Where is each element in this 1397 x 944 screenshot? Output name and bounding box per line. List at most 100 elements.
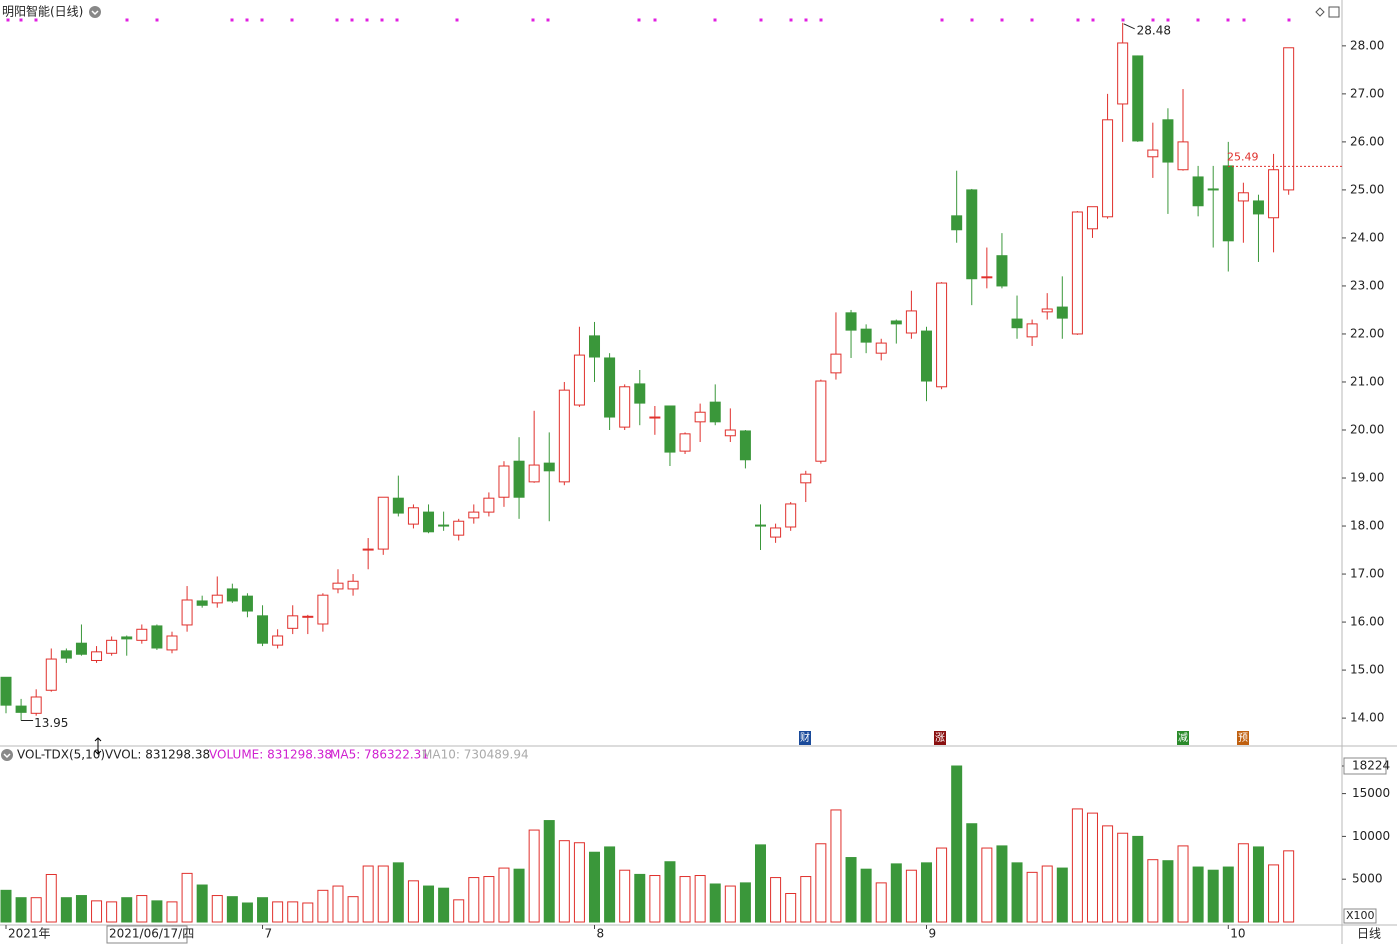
event-dot xyxy=(290,18,294,22)
event-dot xyxy=(350,18,354,22)
x-tick-label: 7 xyxy=(265,927,273,941)
event-label: 财 xyxy=(800,731,810,744)
volume-bar xyxy=(1192,866,1204,923)
candle-body xyxy=(1041,308,1053,313)
volume-bar xyxy=(1222,866,1234,923)
volume-bar xyxy=(377,865,389,923)
candle-body xyxy=(1222,165,1234,242)
candle-body xyxy=(30,696,42,714)
candle-body xyxy=(815,380,827,462)
event-badge xyxy=(934,731,946,745)
candle-body xyxy=(0,676,12,706)
y-tick-label: 26.00 xyxy=(1350,134,1384,148)
event-dot xyxy=(1226,18,1230,22)
volume-bar xyxy=(317,889,329,923)
volume-bar xyxy=(30,897,42,923)
volume-bar xyxy=(1026,871,1038,923)
volume-bar xyxy=(91,900,103,923)
candle-body xyxy=(573,354,585,406)
candle-body xyxy=(1177,141,1189,171)
candle-body xyxy=(332,582,344,590)
volume-bar xyxy=(181,872,193,923)
diamond-button[interactable] xyxy=(1315,7,1325,17)
candle-body xyxy=(438,524,450,527)
candle-body xyxy=(211,594,223,604)
high-pointer xyxy=(1123,23,1135,30)
volume-bar xyxy=(423,885,435,923)
volume-bar xyxy=(981,847,993,923)
candle-body xyxy=(528,464,540,483)
candle-body xyxy=(75,642,87,655)
x-tick-label: 9 xyxy=(928,927,936,941)
volume-bar xyxy=(106,901,118,923)
candle-body xyxy=(226,588,238,602)
candle-body xyxy=(634,383,646,404)
volume-bar xyxy=(287,901,299,923)
candle-body xyxy=(377,496,389,550)
candle-body xyxy=(875,342,887,354)
volume-bar xyxy=(45,873,57,923)
indicator-value: MA10: 730489.94 xyxy=(422,748,529,762)
event-label: 减 xyxy=(1178,732,1188,744)
volume-bar xyxy=(1011,862,1023,923)
volume-bar xyxy=(589,851,601,923)
candle-body xyxy=(106,639,118,654)
period-label[interactable]: 日线 xyxy=(1357,927,1381,941)
event-dot xyxy=(1287,18,1291,22)
candle-body xyxy=(755,524,766,527)
volume-bar xyxy=(1147,859,1159,923)
event-dot xyxy=(395,18,399,22)
volume-bar xyxy=(604,846,616,923)
event-dot xyxy=(1166,18,1170,22)
x-tick-label: 2021年 xyxy=(8,927,51,941)
y-tick-label: 19.00 xyxy=(1350,471,1384,485)
volume-bar xyxy=(498,867,510,923)
volume-bar xyxy=(75,895,87,923)
candle-body xyxy=(1117,42,1129,105)
low-label: 13.95 xyxy=(34,716,68,730)
event-dot xyxy=(940,18,944,22)
candle-body xyxy=(1086,206,1098,230)
candle-body xyxy=(981,276,993,279)
event-dot xyxy=(1121,18,1125,22)
volume-bar xyxy=(302,902,314,923)
candle-body xyxy=(996,255,1008,287)
candle-body xyxy=(724,429,736,437)
event-dot xyxy=(230,18,234,22)
candle-body xyxy=(272,635,284,646)
candle-body xyxy=(166,635,178,651)
event-dot xyxy=(819,18,823,22)
volume-bar xyxy=(573,842,585,923)
volume-bar xyxy=(211,895,223,923)
menu-button[interactable] xyxy=(89,6,101,18)
candle-body xyxy=(860,328,872,343)
candle-body xyxy=(543,462,555,472)
candle-body xyxy=(302,615,314,618)
volume-bar xyxy=(528,829,540,923)
candle-body xyxy=(136,628,148,641)
y-tick-label: 20.00 xyxy=(1350,422,1384,436)
y-tick-label: 28.00 xyxy=(1350,38,1384,52)
volume-bar xyxy=(875,882,887,923)
candle-body xyxy=(709,401,721,423)
volume-bar xyxy=(1268,864,1280,923)
candle-body xyxy=(453,520,465,536)
indicator-name: VOL-TDX(5,10) xyxy=(17,748,105,762)
volume-bar xyxy=(226,896,238,923)
y-tick-label: 27.00 xyxy=(1350,86,1384,100)
y-tick-label: 21.00 xyxy=(1350,374,1384,388)
candle-body xyxy=(589,335,601,358)
menu-button[interactable] xyxy=(1,749,13,761)
candle-body xyxy=(121,636,133,640)
candle-body xyxy=(392,497,404,514)
volume-bar xyxy=(1283,850,1295,923)
candle-body xyxy=(1026,323,1038,338)
window-button[interactable] xyxy=(1328,6,1340,18)
volume-bar xyxy=(755,844,766,923)
candle-body xyxy=(407,507,419,525)
event-dot xyxy=(759,18,763,22)
volume-bar xyxy=(966,823,978,923)
volume-bar xyxy=(60,897,72,923)
candle-body xyxy=(739,430,751,461)
candle-body xyxy=(15,705,27,713)
